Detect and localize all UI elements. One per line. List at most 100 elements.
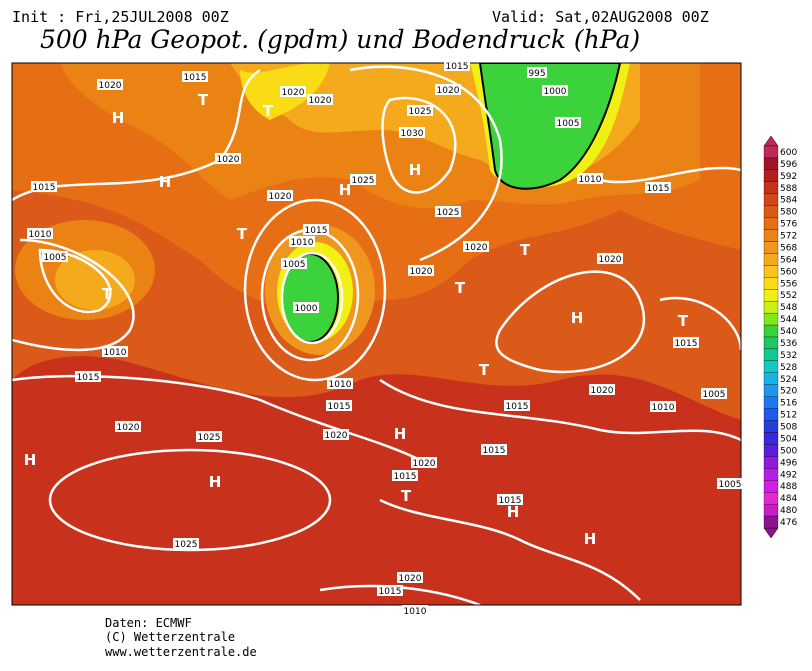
label-bg [215,153,241,164]
pressure-label: 1025 [175,540,198,550]
colorbar-label: 476 [780,518,797,528]
label-bg [481,444,507,455]
pressure-center: H [584,530,597,548]
pressure-center: T [263,102,274,120]
pressure-label: 1015 [184,73,207,83]
label-bg [463,241,489,252]
colorbar-label: 500 [780,446,797,456]
colorbar-cell [763,301,779,314]
colorbar-cell [763,145,779,159]
colorbar-label: 504 [780,434,797,444]
colorbar-cell [763,312,779,326]
colorbar-cell [763,360,779,373]
label-bg [444,60,470,71]
pressure-label: 1015 [305,226,328,236]
colorbar-label: 556 [780,279,797,289]
label-bg [435,84,461,95]
pressure-label: 1025 [198,433,221,443]
colorbar-cell [763,348,779,362]
pressure-label: 1010 [329,380,352,390]
pressure-center: T [237,225,248,243]
label-bg [645,182,671,193]
label-bg [97,79,123,90]
colorbar-label: 552 [780,291,797,301]
pressure-label: 1020 [599,255,622,265]
colorbar-cap [763,135,779,147]
label-bg [650,401,676,412]
label-bg [577,173,603,184]
label-bg [555,117,581,128]
colorbar-cell [763,432,779,445]
pressure-label: 1005 [703,390,726,400]
pressure-label: 1015 [499,496,522,506]
colorbar-label: 564 [780,255,797,265]
label-bg [392,470,418,481]
colorbar-cell [763,217,779,230]
colorbar-label: 528 [780,363,797,373]
label-bg [327,378,353,389]
label-bg [303,224,329,235]
pressure-center: H [571,309,584,327]
pressure-label: 1010 [404,607,427,617]
label-bg [497,494,523,505]
colorbar-cell [763,157,779,171]
footer-copyright: (C) Wetterzentrale [105,630,235,644]
colorbar-label: 480 [780,506,797,516]
pressure-label: 1015 [379,587,402,597]
pressure-center: H [339,181,352,199]
label-bg [527,67,547,78]
pressure-label: 1025 [409,107,432,117]
colorbar-label: 568 [780,243,797,253]
colorbar-label: 576 [780,220,797,230]
pressure-label: 1015 [328,402,351,412]
colorbar-cell [763,456,779,469]
colorbar-label: 540 [780,327,797,337]
label-bg [102,346,128,357]
pressure-label: 1020 [591,386,614,396]
pressure-label: 1010 [29,230,52,240]
colorbar-cell [763,408,779,421]
colorbar-label: 516 [780,399,797,409]
pressure-label: 1005 [557,119,580,129]
label-bg [407,105,433,116]
pressure-label: 1015 [33,183,56,193]
pressure-label: 1015 [647,184,670,194]
label-bg [27,228,53,239]
colorbar-label: 592 [780,172,797,182]
label-bg [397,572,423,583]
colorbar-cell [763,515,779,529]
colorbar-cell [763,420,779,433]
colorbar-label: 584 [780,196,797,206]
label-bg [293,302,319,313]
pressure-label: 1005 [719,480,742,490]
pressure-center: H [507,503,520,521]
colorbar-cell [763,444,779,457]
label-bg [307,94,333,105]
pressure-label: 1020 [399,574,422,584]
label-bg [597,253,623,264]
footer-source: Daten: ECMWF [105,616,192,630]
label-bg [42,251,68,262]
colorbar-cell [763,289,779,302]
colorbar-cell [763,384,779,397]
pressure-label: 1020 [413,459,436,469]
colorbar-label: 544 [780,315,797,325]
pressure-label: 1010 [291,238,314,248]
label-bg [196,431,222,442]
pressure-center: H [394,425,407,443]
label-bg [399,127,425,138]
label-bg [701,388,727,399]
colorbar-cell [763,480,779,493]
colorbar-label: 532 [780,351,797,361]
pressure-label: 1020 [217,155,240,165]
label-bg [281,258,307,269]
label-bg [75,371,101,382]
label-bg [182,71,208,82]
label-bg [377,585,403,596]
label-bg [589,384,615,395]
label-bg [350,174,376,185]
pressure-label: 1030 [401,129,424,139]
isobars [12,65,741,605]
pressure-center: H [24,451,37,469]
colorbar-label: 536 [780,339,797,349]
